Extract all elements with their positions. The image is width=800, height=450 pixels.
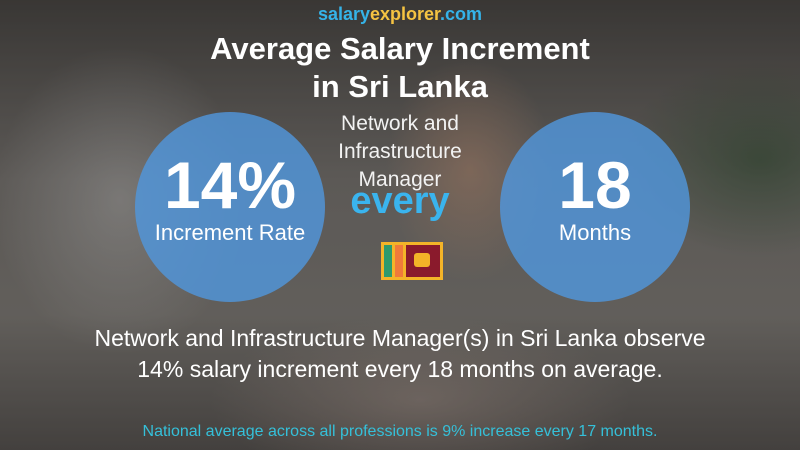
summary-line-1: Network and Infrastructure Manager(s) in… — [94, 325, 706, 351]
period-circle: 18 Months — [500, 112, 690, 302]
title-line-1: Average Salary Increment — [210, 31, 590, 66]
period-label: Months — [558, 220, 632, 245]
flag-lion-panel — [406, 245, 440, 277]
sri-lanka-flag-icon — [381, 242, 443, 280]
job-title-line-3: Manager — [358, 168, 442, 191]
brand-part-salary: salary — [317, 4, 370, 24]
summary-line-2: 14% salary increment every 18 months on … — [137, 356, 663, 382]
national-average-note: National average across all professions … — [142, 423, 658, 440]
job-title-line-2: Infrastructure — [338, 140, 462, 163]
increment-rate-label: Increment Rate — [154, 220, 306, 245]
increment-rate-circle: 14% Increment Rate — [135, 112, 325, 302]
every-connector: every — [350, 180, 450, 222]
flag-orange-stripe — [395, 245, 403, 277]
brand-logo[interactable]: salaryexplorer.com — [0, 4, 800, 25]
increment-rate-value: 14% — [163, 148, 297, 222]
brand-part-domain: .com — [440, 4, 483, 24]
flag-green-stripe — [384, 245, 392, 277]
job-title-line-1: Network and — [341, 112, 459, 135]
job-title: Network and Infrastructure Manager — [300, 110, 500, 194]
page-title: Average Salary Increment in Sri Lanka — [0, 30, 800, 106]
title-line-2: in Sri Lanka — [312, 69, 488, 104]
summary-text: Network and Infrastructure Manager(s) in… — [0, 323, 800, 385]
period-value: 18 — [558, 148, 632, 222]
brand-part-explorer: explorer — [370, 4, 441, 24]
